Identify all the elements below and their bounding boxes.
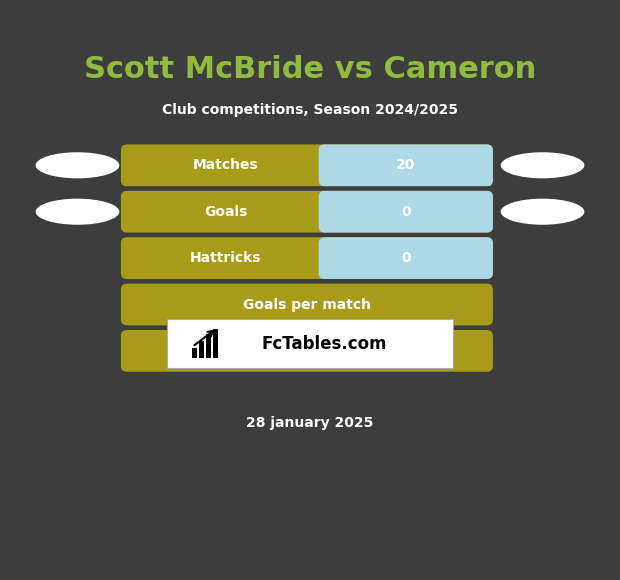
FancyBboxPatch shape xyxy=(325,197,337,227)
Text: 28 january 2025: 28 january 2025 xyxy=(246,416,374,430)
FancyBboxPatch shape xyxy=(325,243,337,273)
Ellipse shape xyxy=(501,152,584,179)
FancyBboxPatch shape xyxy=(192,348,197,358)
FancyBboxPatch shape xyxy=(121,191,493,233)
FancyBboxPatch shape xyxy=(213,329,218,358)
FancyBboxPatch shape xyxy=(325,150,337,180)
FancyBboxPatch shape xyxy=(206,334,211,358)
Text: Hattricks: Hattricks xyxy=(190,251,262,265)
Text: Min per goal: Min per goal xyxy=(258,344,356,358)
Ellipse shape xyxy=(501,198,584,224)
FancyBboxPatch shape xyxy=(121,330,493,372)
Text: Goals: Goals xyxy=(205,205,247,219)
FancyBboxPatch shape xyxy=(319,144,493,186)
FancyBboxPatch shape xyxy=(121,237,493,279)
FancyBboxPatch shape xyxy=(121,144,493,186)
Ellipse shape xyxy=(35,198,119,224)
Text: 0: 0 xyxy=(401,205,410,219)
FancyBboxPatch shape xyxy=(167,319,453,368)
Ellipse shape xyxy=(35,152,119,179)
Text: 20: 20 xyxy=(396,158,415,172)
Text: Scott McBride vs Cameron: Scott McBride vs Cameron xyxy=(84,55,536,84)
FancyBboxPatch shape xyxy=(199,341,204,358)
FancyBboxPatch shape xyxy=(121,284,493,325)
Text: FcTables.com: FcTables.com xyxy=(262,335,387,353)
Text: Goals per match: Goals per match xyxy=(243,298,371,311)
Text: 0: 0 xyxy=(401,251,410,265)
FancyBboxPatch shape xyxy=(319,191,493,233)
Text: Club competitions, Season 2024/2025: Club competitions, Season 2024/2025 xyxy=(162,103,458,117)
Text: Matches: Matches xyxy=(193,158,259,172)
FancyBboxPatch shape xyxy=(319,237,493,279)
